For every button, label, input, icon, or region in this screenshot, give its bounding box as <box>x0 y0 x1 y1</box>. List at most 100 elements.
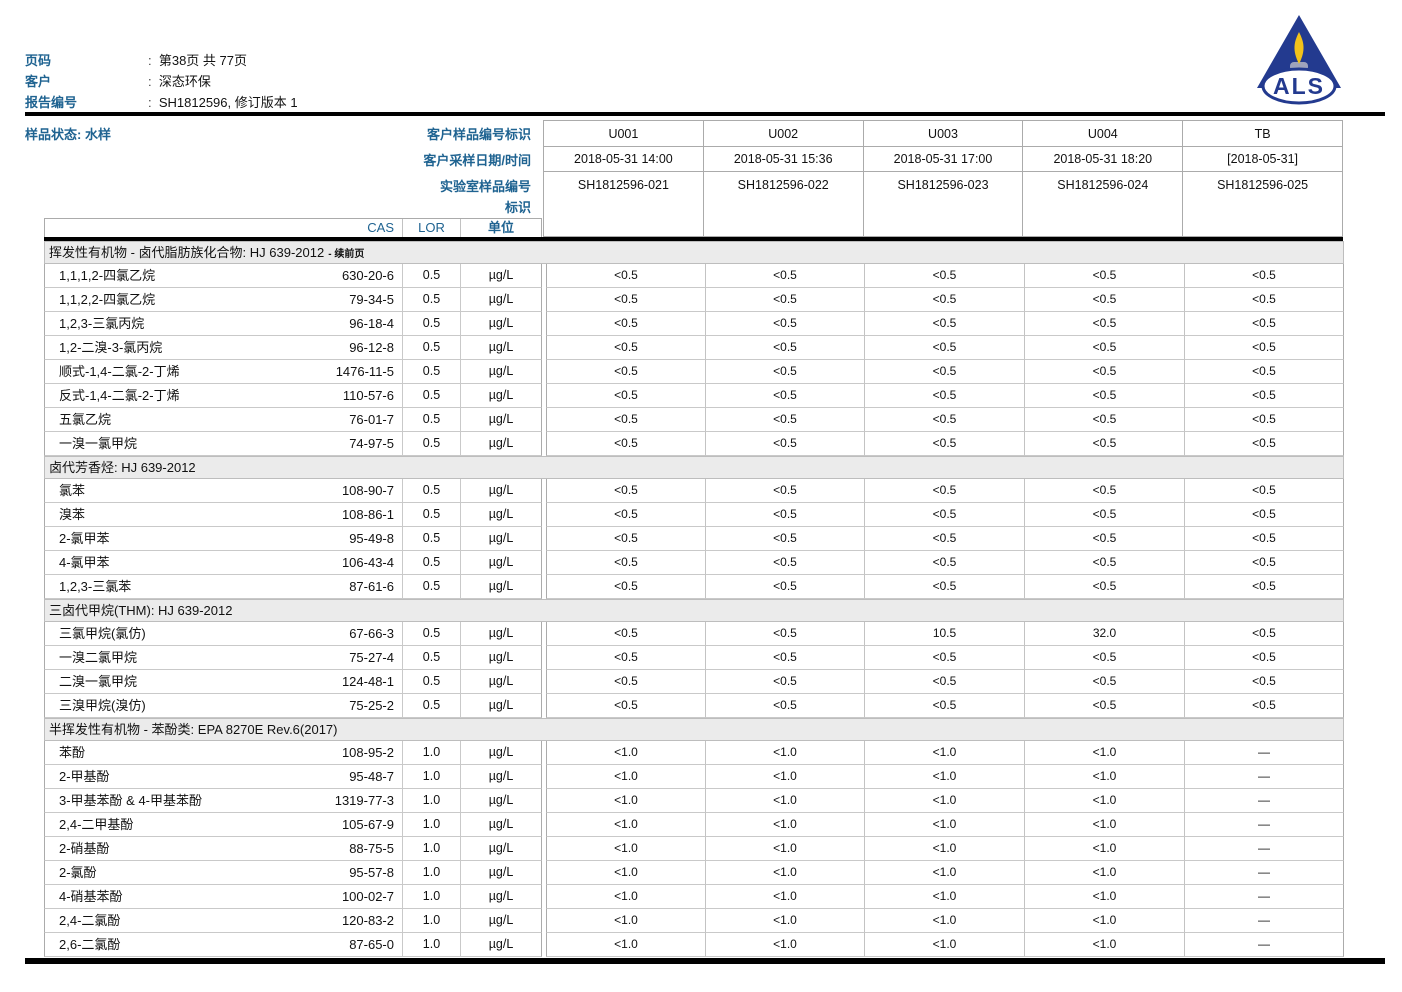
cas-number: 76-01-7 <box>349 412 394 427</box>
cas-number: 75-25-2 <box>349 698 394 713</box>
lor-value: 0.5 <box>403 336 461 360</box>
result-cell: <0.5 <box>1025 503 1185 527</box>
result-cell: <0.5 <box>1185 264 1344 288</box>
cas-number: 108-90-7 <box>341 483 394 498</box>
analyte-row: 溴苯 108-86-1 0.5 µg/L <0.5 <0.5 <0.5 <0.5 <0.5 <box>44 503 1344 527</box>
cas-number: 630-20-6 <box>341 268 394 283</box>
analyte-name: 三溴甲烷(溴仿) <box>59 698 146 713</box>
result-cell: — <box>1185 861 1344 885</box>
sample-column: U002 2018-05-31 15:36 SH1812596-022 <box>702 120 864 237</box>
sample-column: U003 2018-05-31 17:00 SH1812596-023 <box>862 120 1024 237</box>
als-logo-graphic: ALS <box>1257 15 1341 105</box>
lor-value: 1.0 <box>403 789 461 813</box>
result-cell: <0.5 <box>1025 432 1185 456</box>
analyte-name: 顺式-1,4-二氯-2-丁烯 <box>59 364 180 379</box>
analyte-name-cell: 反式-1,4-二氯-2-丁烯 110-57-6 <box>44 384 403 408</box>
sampling-datetime-label: 客户采样日期/时间 <box>423 153 531 168</box>
analyte-name: 1,2,3-三氯丙烷 <box>59 316 145 331</box>
logo-als-text: ALS <box>1273 73 1325 99</box>
result-cell: <0.5 <box>865 479 1025 503</box>
analyte-name-cell: 4-硝基苯酚 100-02-7 <box>44 885 403 909</box>
client-value: 深态环保 <box>148 71 211 90</box>
result-cell: <0.5 <box>865 551 1025 575</box>
unit-value: µg/L <box>461 909 542 933</box>
lor-value: 1.0 <box>403 933 461 957</box>
unit-value: µg/L <box>461 622 542 646</box>
result-cell: <1.0 <box>865 837 1025 861</box>
result-cell: <1.0 <box>706 909 865 933</box>
page-number-value: 第38页 共 77页 <box>148 50 247 69</box>
logo-flame-icon <box>1294 32 1304 64</box>
section-title: 卤代芳香烃: HJ 639-2012 <box>49 460 196 475</box>
lor-value: 0.5 <box>403 575 461 599</box>
result-cell: <0.5 <box>1025 264 1185 288</box>
result-cell: <0.5 <box>706 264 865 288</box>
cas-number: 87-61-6 <box>349 579 394 594</box>
cas-number: 105-67-9 <box>341 817 394 832</box>
result-cell: — <box>1185 933 1344 957</box>
unit-value: µg/L <box>461 789 542 813</box>
result-cell: <0.5 <box>1185 360 1344 384</box>
analyte-row: 4-氯甲苯 106-43-4 0.5 µg/L <0.5 <0.5 <0.5 <0.5 <0.5 <box>44 551 1344 575</box>
result-cell: <0.5 <box>546 527 706 551</box>
unit-column-header: 单位 <box>487 220 514 235</box>
result-cell: <0.5 <box>546 288 706 312</box>
analyte-name: 1,2-二溴-3-氯丙烷 <box>59 340 163 355</box>
result-cell: <0.5 <box>1185 551 1344 575</box>
result-cell: <1.0 <box>1025 933 1185 957</box>
result-cell: <1.0 <box>546 909 706 933</box>
result-cell: <1.0 <box>865 933 1025 957</box>
analyte-row: 三溴甲烷(溴仿) 75-25-2 0.5 µg/L <0.5 <0.5 <0.5 <0.5 <0… <box>44 694 1344 718</box>
result-cell: <1.0 <box>1025 885 1185 909</box>
result-cell: <0.5 <box>706 551 865 575</box>
analyte-name-cell: 2,4-二甲基酚 105-67-9 <box>44 813 403 837</box>
result-cell: <0.5 <box>706 312 865 336</box>
lor-value: 0.5 <box>403 360 461 384</box>
lor-value: 0.5 <box>403 551 461 575</box>
client-label: 客户 <box>25 74 52 89</box>
unit-value: µg/L <box>461 264 542 288</box>
analyte-row: 1,1,1,2-四氯乙烷 630-20-6 0.5 µg/L <0.5 <0.5 <0.5 <… <box>44 264 1344 288</box>
analyte-name-cell: 1,2,3-三氯丙烷 96-18-4 <box>44 312 403 336</box>
report-number-label: 报告编号 <box>25 95 78 110</box>
result-cell: <0.5 <box>1025 384 1185 408</box>
header-divider <box>25 112 1385 116</box>
result-cell: <0.5 <box>546 503 706 527</box>
column-headers: CAS LOR 单位 <box>44 218 542 237</box>
sample-status-label: 样品状态: <box>25 127 82 142</box>
result-cell: <0.5 <box>706 288 865 312</box>
result-cell: <0.5 <box>1025 408 1185 432</box>
analyte-name: 二溴一氯甲烷 <box>59 674 138 689</box>
result-cell: <0.5 <box>865 432 1025 456</box>
result-cell: <1.0 <box>706 741 865 765</box>
analyte-name: 反式-1,4-二氯-2-丁烯 <box>59 388 180 403</box>
result-cell: <0.5 <box>1185 336 1344 360</box>
result-cell: <1.0 <box>546 813 706 837</box>
result-cell: <0.5 <box>1025 479 1185 503</box>
result-cell: <0.5 <box>706 670 865 694</box>
lor-value: 1.0 <box>403 861 461 885</box>
analyte-name-cell: 三氯甲烷(氯仿) 67-66-3 <box>44 622 403 646</box>
result-cell: <0.5 <box>865 384 1025 408</box>
section-title-suffix: - 续前页 <box>328 249 365 260</box>
result-cell: <0.5 <box>865 312 1025 336</box>
result-cell: <0.5 <box>865 670 1025 694</box>
result-cell: <0.5 <box>1185 408 1344 432</box>
unit-value: µg/L <box>461 360 542 384</box>
cas-number: 108-86-1 <box>341 507 394 522</box>
result-cell: <0.5 <box>1185 622 1344 646</box>
analyte-name: 1,2,3-三氯苯 <box>59 579 132 594</box>
mark-label: 标识 <box>504 200 531 215</box>
analyte-name-cell: 2-氯酚 95-57-8 <box>44 861 403 885</box>
analyte-name: 三氯甲烷(氯仿) <box>59 626 146 641</box>
lor-value: 0.5 <box>403 646 461 670</box>
analyte-row: 顺式-1,4-二氯-2-丁烯 1476-11-5 0.5 µg/L <0.5 <0.5 <0… <box>44 360 1344 384</box>
analyte-name: 3-甲基苯酚 & 4-甲基苯酚 <box>59 793 203 808</box>
result-cell: <0.5 <box>865 527 1025 551</box>
result-cell: <0.5 <box>1025 527 1185 551</box>
analyte-name-cell: 2,4-二氯酚 120-83-2 <box>44 909 403 933</box>
result-cell: <0.5 <box>546 694 706 718</box>
result-cell: <0.5 <box>865 503 1025 527</box>
analyte-row: 氯苯 108-90-7 0.5 µg/L <0.5 <0.5 <0.5 <0.5 <0.5 <box>44 479 1344 503</box>
result-cell: <0.5 <box>706 694 865 718</box>
